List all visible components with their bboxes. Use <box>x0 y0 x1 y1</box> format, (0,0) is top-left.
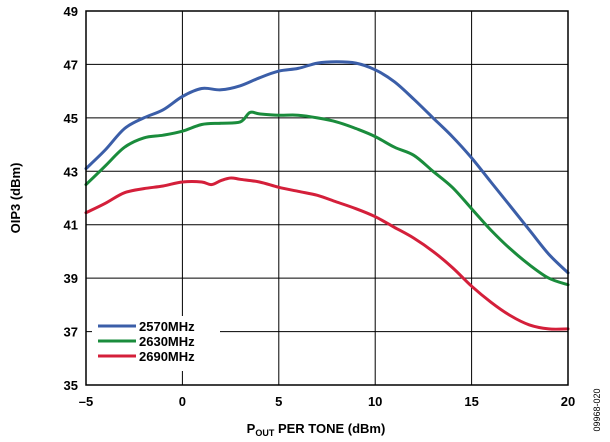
y-tick-label: 37 <box>64 325 78 340</box>
x-tick-label: –5 <box>79 394 93 409</box>
x-tick-label: 5 <box>275 394 282 409</box>
series-layer <box>84 60 570 331</box>
x-tick-label: 20 <box>561 394 575 409</box>
x-tick-labels: –5 0 5 10 15 20 <box>79 394 575 409</box>
y-tick-label: 43 <box>64 164 78 179</box>
y-tick-label: 49 <box>64 4 78 19</box>
y-tick-labels: 35 37 39 41 43 45 47 49 <box>64 4 78 393</box>
legend-label: 2570MHz <box>139 319 195 334</box>
series-line-2570mhz <box>84 60 570 275</box>
y-tick-label: 39 <box>64 271 78 286</box>
legend-label: 2630MHz <box>139 334 195 349</box>
x-tick-label: 15 <box>464 394 478 409</box>
y-tick-label: 47 <box>64 57 78 72</box>
y-tick-label: 41 <box>64 218 78 233</box>
y-axis-title: OIP3 (dBm) <box>8 163 23 234</box>
plot-frame <box>85 10 569 386</box>
x-tick-label: 0 <box>179 394 186 409</box>
series-line-2630mhz <box>84 110 570 287</box>
x-axis-title: POUT PER TONE (dBm) <box>247 421 386 438</box>
y-tick-label: 35 <box>64 378 78 393</box>
x-tick-label: 10 <box>368 394 382 409</box>
figure-id: 09968-020 <box>592 388 602 431</box>
series-line-2690mhz <box>84 176 570 331</box>
y-tick-label: 45 <box>64 111 78 126</box>
legend-label: 2690MHz <box>139 349 195 364</box>
